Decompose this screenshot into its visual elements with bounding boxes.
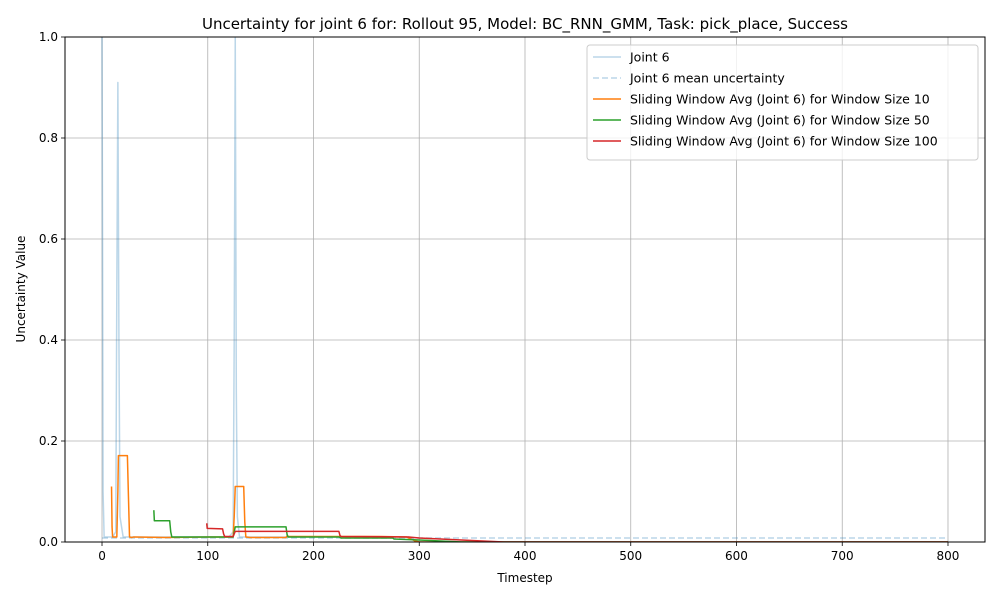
plot-area (101, 37, 948, 542)
y-tick-label: 0.8 (39, 131, 58, 145)
series-line-4 (153, 510, 948, 542)
series-line-5 (205, 523, 948, 542)
x-tick-label: 100 (196, 549, 219, 563)
y-tick-label: 0.4 (39, 333, 58, 347)
x-tick-label: 600 (725, 549, 748, 563)
series-line-3 (110, 454, 948, 542)
legend-label: Joint 6 (629, 50, 670, 65)
chart-title: Uncertainty for joint 6 for: Rollout 95,… (202, 15, 848, 34)
x-axis-label: Timestep (496, 571, 552, 585)
x-tick-label: 700 (831, 549, 854, 563)
y-axis-ticks: 0.0 0.2 0.4 0.6 0.8 1.0 (39, 30, 65, 549)
x-tick-label: 200 (302, 549, 325, 563)
legend-label: Joint 6 mean uncertainty (629, 71, 785, 86)
x-tick-label: 300 (408, 549, 431, 563)
y-tick-label: 0.6 (39, 232, 58, 246)
legend-box (586, 44, 979, 161)
legend-label: Sliding Window Avg (Joint 6) for Window … (630, 134, 938, 149)
legend-label: Sliding Window Avg (Joint 6) for Window … (630, 113, 930, 128)
y-axis-label: Uncertainty Value (14, 236, 28, 343)
x-tick-label: 0 (98, 549, 106, 563)
x-tick-label: 800 (937, 549, 960, 563)
x-axis-ticks: 0 100 200 300 400 500 600 700 800 (98, 542, 959, 563)
y-tick-label: 0.2 (39, 434, 58, 448)
legend-label: Sliding Window Avg (Joint 6) for Window … (630, 92, 930, 107)
y-tick-label: 0.0 (39, 535, 58, 549)
y-tick-label: 1.0 (39, 30, 58, 44)
x-tick-label: 500 (619, 549, 642, 563)
legend: Joint 6 Joint 6 mean uncertainty Sliding W… (586, 44, 979, 161)
x-tick-label: 400 (514, 549, 537, 563)
